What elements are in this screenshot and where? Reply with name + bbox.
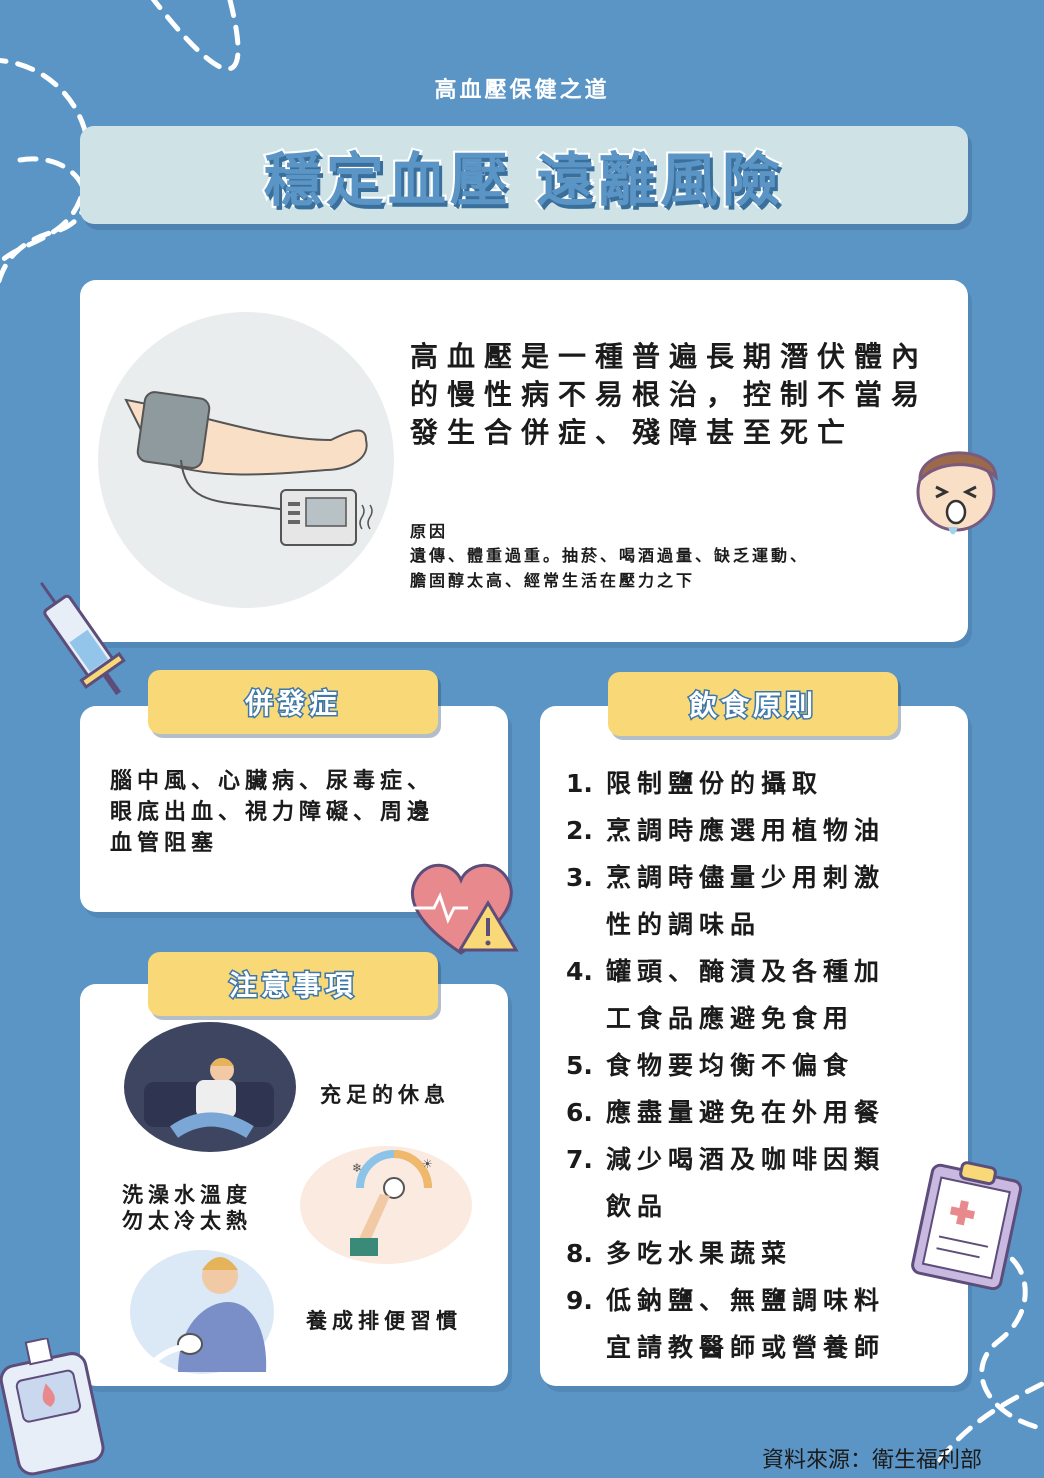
diet-item-number: 7.	[566, 1145, 593, 1174]
diet-item-line: 減少喝酒及咖啡因類	[606, 1145, 886, 1174]
diet-item-line: 烹調時儘量少用刺激	[606, 863, 886, 892]
diet-item: 4. 罐頭、醃漬及各種加 工食品應避免食用	[566, 948, 946, 1042]
diet-item-number: 1.	[566, 769, 593, 798]
diet-item-line: 多吃水果蔬菜	[606, 1239, 793, 1268]
diet-item-line: 限制鹽份的攝取	[606, 769, 824, 798]
diet-item-line: 應盡量避免在外用餐	[606, 1098, 886, 1127]
complications-tag: 併發症	[148, 670, 438, 734]
diet-item-number: 3.	[566, 863, 593, 892]
notes-label: 注意事項	[227, 968, 357, 1004]
complications-label: 併發症	[243, 686, 341, 722]
heart-warning-icon	[411, 863, 519, 955]
svg-text:❄: ❄	[352, 1161, 362, 1175]
diet-item-number: 5.	[566, 1051, 593, 1080]
diet-card	[540, 706, 968, 1386]
complications-line: 眼底出血、視力障礙、周邊	[110, 800, 435, 825]
diet-item-line: 低鈉鹽、無鹽調味料	[606, 1286, 886, 1315]
diet-item: 7. 減少喝酒及咖啡因類 飲品	[566, 1136, 946, 1230]
sick-face-icon	[916, 451, 998, 535]
page-subtitle: 高血壓保健之道	[434, 78, 610, 103]
cause-label: 原因	[410, 522, 449, 541]
diet-item-number: 2.	[566, 816, 593, 845]
intro-line: 高血壓是一種普遍長期潛伏體內	[410, 340, 929, 373]
complications-text: 腦中風、心臟病、尿毒症、 眼底出血、視力障礙、周邊 血管阻塞	[110, 766, 480, 859]
note-bath-line: 洗澡水溫度	[122, 1183, 252, 1207]
diet-item-number: 4.	[566, 957, 593, 986]
svg-text:☀: ☀	[422, 1157, 433, 1171]
diet-item-line: 宜請教醫師或營養師	[606, 1333, 886, 1362]
diet-item-line: 罐頭、醃漬及各種加	[606, 957, 886, 986]
diet-item-number: 9.	[566, 1286, 593, 1315]
intro-line: 發生合併症、殘障甚至死亡	[410, 416, 855, 449]
intro-text: 高血壓是一種普遍長期潛伏體內 的慢性病不易根治，控制不當易 發生合併症、殘障甚至…	[410, 338, 955, 452]
thermostat-hand-illustration: ❄ ☀	[300, 1146, 472, 1264]
syringe-icon	[39, 581, 126, 696]
cause-text: 遺傳、體重過重。抽菸、喝酒過量、缺乏運動、 膽固醇太高、經常生活在壓力之下	[410, 543, 930, 593]
diet-item-line: 烹調時應選用植物油	[606, 816, 886, 845]
diet-item: 6. 應盡量避免在外用餐	[566, 1089, 946, 1136]
diet-item: 2. 烹調時應選用植物油	[566, 807, 946, 854]
note-bath: 洗澡水溫度 勿太冷太熱	[122, 1182, 252, 1234]
note-rest: 充足的休息	[320, 1083, 450, 1107]
page-title: 穩定血壓 遠離風險	[262, 144, 785, 216]
diet-item: 3. 烹調時儘量少用刺激 性的調味品	[566, 854, 946, 948]
diet-tag: 飲食原則	[608, 672, 898, 736]
glucose-meter-icon	[0, 1338, 105, 1476]
diet-item-line: 性的調味品	[606, 910, 762, 939]
intro-line: 的慢性病不易根治，控制不當易	[410, 378, 929, 411]
medical-clipboard-icon	[911, 1161, 1023, 1290]
diet-item: 8. 多吃水果蔬菜	[566, 1230, 946, 1277]
diet-item-number: 8.	[566, 1239, 593, 1268]
diet-item: 9. 低鈉鹽、無鹽調味料 宜請教醫師或營養師	[566, 1277, 946, 1371]
source-credit: 資料來源：衛生福利部	[762, 1448, 983, 1473]
resting-person-illustration	[124, 1022, 296, 1152]
blood-pressure-monitor-illustration	[98, 312, 394, 608]
diet-item-line: 工食品應避免食用	[606, 1004, 855, 1033]
complications-line: 血管阻塞	[110, 831, 219, 856]
stomachache-person-illustration	[130, 1250, 274, 1374]
diet-item: 5. 食物要均衡不偏食	[566, 1042, 946, 1089]
cause-line: 膽固醇太高、經常生活在壓力之下	[410, 571, 696, 590]
diet-item-line: 食物要均衡不偏食	[606, 1051, 855, 1080]
notes-tag: 注意事項	[148, 952, 438, 1016]
note-bath-line: 勿太冷太熱	[122, 1209, 252, 1233]
diet-label: 飲食原則	[687, 688, 817, 724]
title-banner: 穩定血壓 遠離風險	[80, 126, 968, 224]
cause-line: 遺傳、體重過重。抽菸、喝酒過量、缺乏運動、	[410, 546, 810, 565]
diet-list: 1. 限制鹽份的攝取 2. 烹調時應選用植物油 3. 烹調時儘量少用刺激 性的調味品 4…	[566, 760, 946, 1371]
diet-item-number: 6.	[566, 1098, 593, 1127]
note-habit: 養成排便習慣	[306, 1309, 462, 1333]
diet-item-line: 飲品	[606, 1192, 669, 1221]
diet-item: 1. 限制鹽份的攝取	[566, 760, 946, 807]
complications-line: 腦中風、心臟病、尿毒症、	[110, 769, 435, 794]
